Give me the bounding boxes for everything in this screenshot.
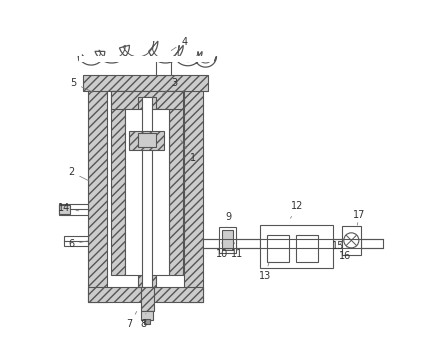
Bar — [184, 90, 203, 302]
Bar — [236, 239, 260, 248]
Bar — [141, 288, 154, 311]
Bar — [79, 56, 214, 62]
Text: 10: 10 — [216, 242, 228, 259]
Bar — [83, 75, 208, 92]
Bar — [59, 204, 88, 215]
Text: 13: 13 — [259, 262, 271, 281]
Bar — [88, 287, 203, 302]
Bar — [296, 235, 318, 262]
Text: 3: 3 — [163, 78, 177, 95]
Text: 17: 17 — [353, 210, 365, 225]
Text: 7: 7 — [127, 311, 137, 330]
Text: 6: 6 — [68, 239, 87, 249]
Bar — [203, 239, 218, 248]
Text: 8: 8 — [140, 313, 146, 330]
Bar — [361, 239, 383, 248]
Text: 14: 14 — [58, 203, 79, 213]
Bar — [59, 205, 70, 214]
Text: 2: 2 — [68, 167, 89, 181]
Bar — [260, 225, 333, 268]
Bar — [111, 92, 183, 109]
Text: 16: 16 — [339, 247, 352, 261]
Text: 12: 12 — [290, 201, 304, 218]
Bar — [111, 92, 125, 275]
Bar — [156, 60, 170, 75]
Bar — [333, 239, 342, 248]
Bar — [169, 92, 183, 275]
Text: 15: 15 — [332, 241, 345, 251]
Bar — [64, 236, 88, 246]
Text: 4: 4 — [171, 37, 187, 51]
Bar — [142, 311, 153, 320]
Circle shape — [344, 233, 359, 248]
Bar — [143, 319, 151, 324]
Bar — [138, 97, 156, 287]
Bar — [142, 97, 152, 287]
Bar — [342, 226, 361, 255]
Bar — [266, 235, 289, 262]
Bar — [130, 131, 164, 150]
Bar — [138, 133, 156, 147]
Polygon shape — [78, 41, 217, 67]
Text: 9: 9 — [226, 212, 232, 227]
Bar — [88, 90, 107, 302]
Bar — [218, 227, 236, 253]
Text: 1: 1 — [181, 140, 196, 163]
Bar — [125, 109, 169, 275]
Bar — [222, 230, 233, 250]
Text: 5: 5 — [70, 78, 93, 92]
Text: 11: 11 — [231, 242, 244, 259]
